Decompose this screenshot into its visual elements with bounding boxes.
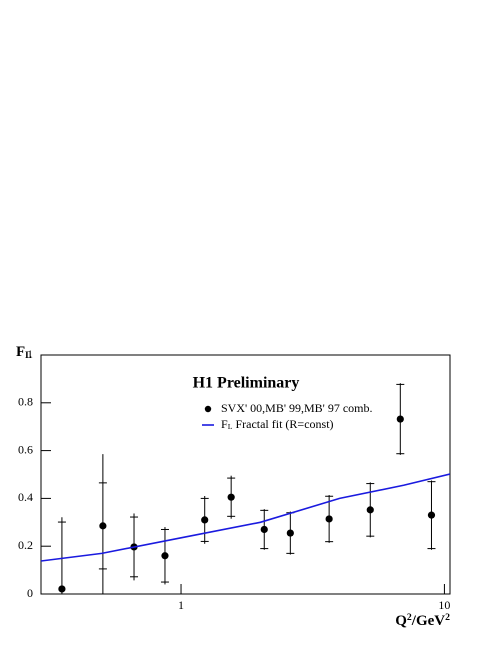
legend-label: FL Fractal fit (R=const)	[221, 417, 334, 431]
y-axis-label: FL	[16, 344, 32, 361]
fit-line	[41, 473, 450, 562]
data-point	[396, 415, 404, 423]
text-part: /GeV	[411, 613, 445, 629]
y-tick-label: 0.2	[18, 538, 33, 552]
x-tick-label: 10	[438, 598, 450, 612]
legend-marker	[204, 405, 212, 413]
data-point	[366, 506, 374, 514]
y-tick-label: 0.6	[18, 442, 33, 456]
y-tick-label: 0.8	[18, 395, 33, 409]
plot-area	[41, 383, 450, 594]
data-point	[161, 552, 169, 560]
text-part: L	[228, 422, 233, 431]
text-part: F	[16, 344, 25, 360]
data-point	[325, 515, 333, 523]
data-point	[260, 525, 268, 534]
x-axis-label: Q2/GeV2	[395, 612, 450, 630]
data-point	[286, 529, 294, 537]
y-tick-label: 1	[27, 347, 33, 361]
y-tick-label: 0	[27, 586, 33, 600]
text-part: Q	[395, 613, 407, 629]
text-part: SVX' 00,MB' 99,MB' 97 comb.	[221, 401, 373, 415]
data-point	[227, 493, 235, 501]
data-point	[427, 511, 436, 519]
x-tick-label: 1	[178, 598, 184, 612]
text-part: L	[25, 350, 32, 361]
data-point	[58, 585, 66, 593]
legend-label: SVX' 00,MB' 99,MB' 97 comb.	[221, 401, 373, 415]
data-point	[201, 516, 209, 524]
text-part: 2	[407, 612, 412, 623]
text-part: 2	[445, 612, 450, 623]
annotation: H1 Preliminary	[193, 375, 300, 392]
text-part: Fractal fit (R=const)	[232, 417, 333, 431]
data-point	[99, 522, 107, 530]
text-part: F	[221, 417, 228, 431]
y-tick-label: 0.4	[18, 490, 33, 504]
